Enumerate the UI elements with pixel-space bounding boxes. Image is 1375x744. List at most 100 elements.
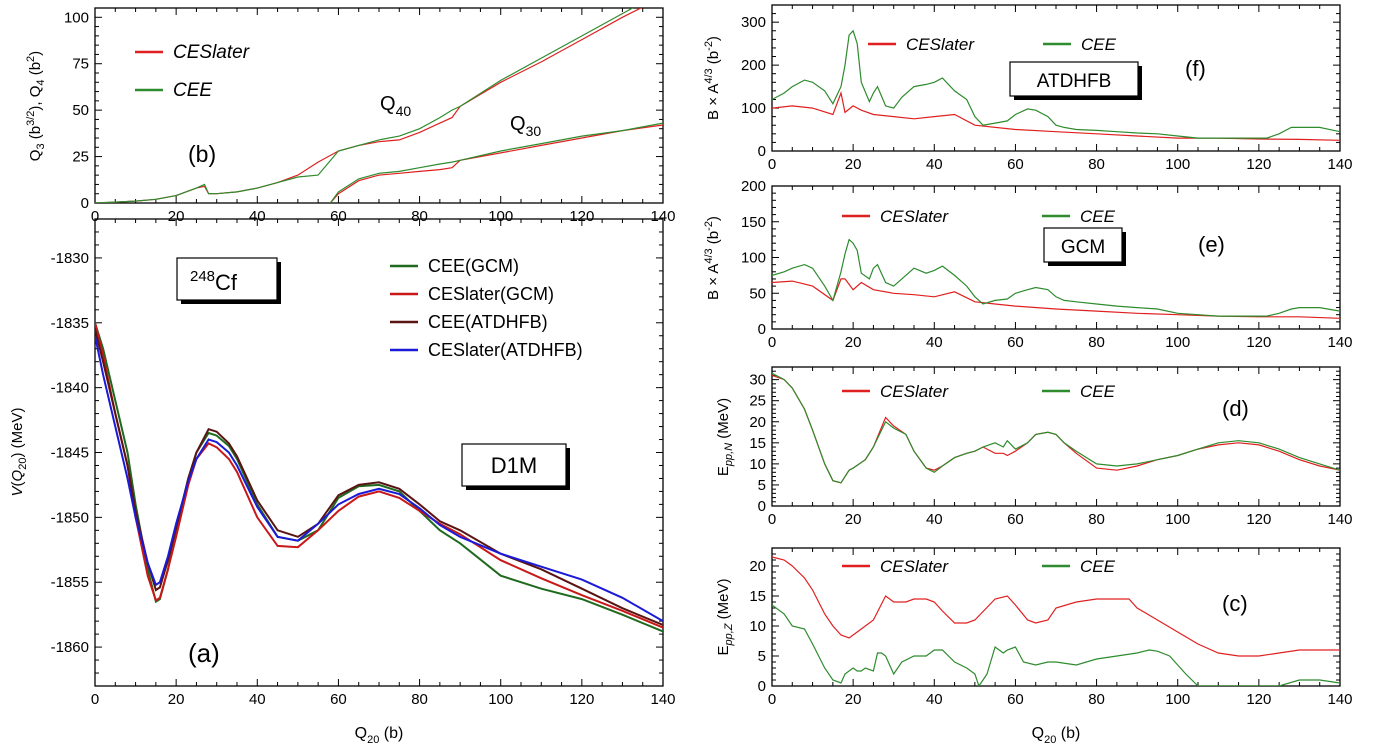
x-tick-label: 140	[1327, 334, 1352, 351]
y-tick-label: 5	[758, 477, 766, 494]
x-tick-label: 80	[1088, 511, 1105, 528]
series-group	[772, 29, 1340, 141]
panel-label: (f)	[1185, 56, 1206, 81]
legend-label-ceslater: CESlater	[880, 557, 949, 576]
panel-c: 0 20 40 60 80 100 120 140 0 5 10 15 20 CESlater CEE (c)…	[715, 547, 1353, 708]
y-tick-label: 0	[758, 143, 766, 160]
y-tick-label: 0	[758, 498, 766, 515]
series-line-cee	[772, 29, 1340, 139]
panel-label: (b)	[188, 141, 216, 167]
x-tick-label: 100	[488, 691, 513, 708]
x-tick-label: 60	[1007, 511, 1024, 528]
x-tick-label: 60	[1007, 691, 1024, 708]
y-tick-label: -1850	[51, 509, 89, 526]
x-tick-label: 100	[488, 208, 513, 225]
label-box	[176, 257, 278, 301]
x-tick-label: 100	[1165, 156, 1190, 173]
plot-frame	[771, 547, 1341, 687]
x-tick-label: 20	[168, 691, 185, 708]
x-tick-label: 40	[926, 691, 943, 708]
panel-label: (d)	[1222, 396, 1249, 421]
x-tick-label: 40	[926, 334, 943, 351]
x-tick-label: 140	[1327, 691, 1352, 708]
x-tick-label: 140	[1327, 511, 1352, 528]
y-tick-label: 25	[72, 149, 89, 166]
panel-label: (e)	[1198, 232, 1225, 257]
y-tick-label: 15	[749, 435, 766, 452]
series-line-ceslater	[772, 278, 1340, 319]
x-tick-label: 140	[650, 691, 675, 708]
y-tick-label: -1845	[51, 445, 89, 462]
interaction-label: D1M	[491, 453, 537, 478]
series-line-cee	[772, 372, 1340, 484]
y-tick-label: 25	[749, 393, 766, 410]
series-group	[772, 556, 1340, 686]
y-tick-label: 0	[81, 195, 89, 212]
legend-label-cee: CEE	[1080, 557, 1116, 576]
y-tick-label: -1860	[51, 639, 89, 656]
plot-frame	[771, 366, 1341, 507]
x-tick-label: 100	[1165, 511, 1190, 528]
y-tick-label: 100	[741, 250, 766, 267]
series-group	[95, 322, 663, 633]
series-line-ceslater	[772, 90, 1340, 141]
legend-label-ceslater: CESlater	[880, 382, 949, 401]
series-line-cee-gcm-	[95, 322, 663, 633]
annotation-q40: Q40	[380, 93, 411, 119]
x-tick-label: 20	[168, 208, 185, 225]
series-line-ceslater-q30	[329, 124, 663, 203]
legend-label-series-2: CEE(ATDHFB)	[428, 312, 548, 332]
label-box	[1043, 227, 1123, 263]
y-axis-label: V(Q20) (MeV)	[9, 408, 29, 497]
y-tick-label: 100	[64, 9, 89, 26]
label-box	[1009, 61, 1139, 97]
legend-label-ceslater: CESlater	[880, 207, 949, 226]
y-axis-label: B × A4/3 (b-2)	[703, 36, 722, 120]
series-line-cee	[772, 238, 1340, 317]
x-tick-label: 0	[768, 691, 776, 708]
series-group	[772, 372, 1340, 484]
x-tick-label: 140	[650, 208, 675, 225]
legend-label-series-1: CESlater(GCM)	[428, 284, 554, 304]
x-axis-label: Q20 (b)	[355, 725, 404, 744]
x-tick-label: 0	[768, 334, 776, 351]
x-tick-label: 80	[1088, 334, 1105, 351]
panel-b: 0 20 40 60 80 100 120 140 0 25 50 75 100 CESlater CEE (…	[25, 7, 676, 225]
x-tick-label: 120	[569, 691, 594, 708]
series-line-cee-q30	[329, 122, 663, 203]
x-tick-label: 0	[91, 208, 99, 225]
x-tick-label: 40	[926, 511, 943, 528]
x-tick-label: 100	[1165, 691, 1190, 708]
legend-label-ceslater: CESlater	[906, 35, 975, 54]
nucleus-label: 248Cf	[190, 268, 238, 295]
x-tick-label: 80	[411, 208, 428, 225]
y-tick-label: 200	[741, 57, 766, 74]
panel-label: (c)	[1222, 591, 1248, 616]
y-tick-label: 50	[749, 285, 766, 302]
legend-label-cee: CEE	[173, 80, 212, 101]
panel-f: 0 20 40 60 80 100 120 140 0 100 200 300 CESlater CEE A…	[703, 4, 1353, 173]
x-tick-label: 80	[1088, 156, 1105, 173]
y-axis-label: B × A4/3 (b-2)	[703, 216, 722, 300]
y-tick-label: 0	[758, 678, 766, 695]
panel-label: (a)	[188, 638, 220, 668]
y-tick-label: 300	[741, 14, 766, 31]
y-tick-label: 5	[758, 648, 766, 665]
y-axis-label: Epp,Z (MeV)	[715, 578, 735, 655]
y-axis-label: Epp,N (MeV)	[715, 398, 735, 476]
method-label: ATDHFB	[1037, 71, 1112, 92]
y-tick-label: 200	[741, 178, 766, 195]
x-tick-label: 20	[845, 691, 862, 708]
y-tick-label: -1835	[51, 315, 89, 332]
x-tick-label: 80	[411, 691, 428, 708]
y-tick-label: -1830	[51, 250, 89, 267]
y-tick-label: 10	[749, 618, 766, 635]
x-tick-label: 20	[845, 511, 862, 528]
panel-e: 0 20 40 60 80 100 120 140 0 50 100 150 200 CESlater CE…	[703, 178, 1353, 351]
x-tick-label: 0	[768, 511, 776, 528]
panel-a: 0 20 40 60 80 100 120 140 -1860 -1855 -1850 -1845 -1…	[9, 218, 676, 708]
x-tick-label: 20	[845, 334, 862, 351]
series-line-cee	[95, 8, 634, 203]
